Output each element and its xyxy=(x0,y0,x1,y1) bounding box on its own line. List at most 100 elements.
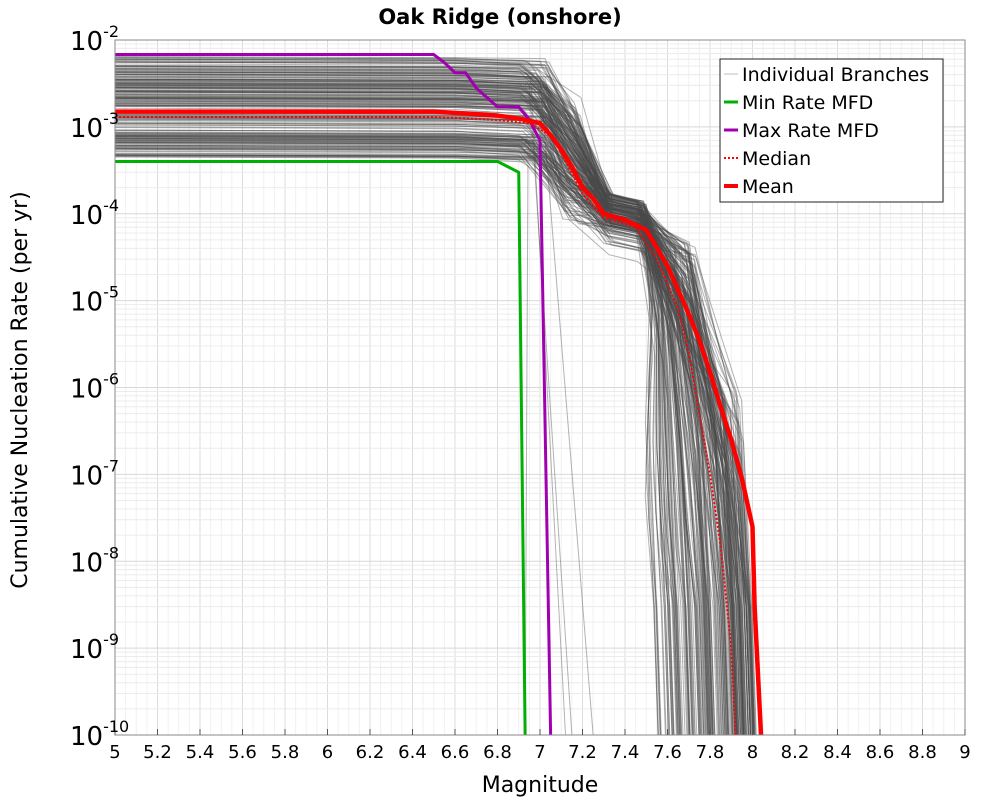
branch-line xyxy=(114,78,706,736)
legend: Individual Branches Min Rate MFD Max Rate … xyxy=(719,58,944,203)
branch-line xyxy=(114,91,738,736)
branch-line xyxy=(114,144,713,736)
branch-line xyxy=(114,138,730,736)
branch-line xyxy=(114,76,693,736)
branch-line xyxy=(114,122,686,736)
branch-line xyxy=(114,84,708,736)
y-tick-label: 10-9 xyxy=(70,630,119,665)
branch-line xyxy=(114,141,709,736)
branch-line xyxy=(114,78,739,736)
x-tick-label: 8.4 xyxy=(823,742,852,763)
branch-line xyxy=(114,97,696,736)
branch-line xyxy=(114,81,745,736)
branch-line xyxy=(114,61,695,736)
branch-line xyxy=(114,61,702,736)
branch-line xyxy=(114,86,714,736)
branch-line xyxy=(114,58,750,736)
branch-line xyxy=(114,92,747,736)
x-tick-label: 8.6 xyxy=(866,742,895,763)
branch-line xyxy=(114,91,745,736)
branch-line xyxy=(114,137,756,736)
y-tick-label: 10-8 xyxy=(70,543,119,578)
branch-line xyxy=(114,144,694,736)
branch-line xyxy=(114,141,725,736)
y-tick-label: 10-5 xyxy=(70,283,119,318)
branch-line xyxy=(114,90,730,736)
branch-line xyxy=(114,69,744,736)
branch-line xyxy=(114,85,671,736)
branch-line xyxy=(114,78,744,736)
branch-line xyxy=(114,82,751,736)
branch-line xyxy=(114,118,708,736)
branch-line xyxy=(114,90,757,736)
branch-line xyxy=(114,89,744,736)
branch-line xyxy=(114,142,747,736)
x-tick-label: 6.8 xyxy=(483,742,512,763)
branch-line xyxy=(114,139,733,736)
branch-line xyxy=(114,64,741,736)
branch-line xyxy=(114,57,673,736)
series-mean xyxy=(115,109,764,736)
branch-line xyxy=(114,154,726,736)
branch-line xyxy=(114,140,744,736)
branch-line xyxy=(114,97,670,736)
branch-line xyxy=(114,142,703,736)
branch-line xyxy=(114,58,750,736)
branch-line xyxy=(114,154,712,736)
x-tick-label: 5.4 xyxy=(186,742,215,763)
branch-line xyxy=(114,91,709,736)
branch-line xyxy=(114,147,677,736)
branch-line xyxy=(114,138,694,736)
branch-line xyxy=(114,84,752,736)
branch-line xyxy=(114,78,734,736)
branch-line xyxy=(114,84,752,736)
branch-line xyxy=(114,68,714,736)
x-tick-label: 8.8 xyxy=(908,742,937,763)
branch-line xyxy=(114,135,755,736)
branch-line xyxy=(114,96,659,736)
branch-line xyxy=(114,136,661,736)
branch-line xyxy=(114,87,726,736)
x-tick-label: 8.2 xyxy=(781,742,810,763)
branch-line xyxy=(114,127,689,736)
branch-line xyxy=(114,70,718,736)
branch-line xyxy=(114,102,742,736)
branch-line xyxy=(114,80,738,736)
legend-box xyxy=(719,58,944,203)
branch-line xyxy=(114,80,679,736)
branch-line xyxy=(114,65,739,736)
x-tick-label: 6.2 xyxy=(356,742,385,763)
branch-line xyxy=(114,79,594,736)
branch-line xyxy=(114,100,705,736)
branch-line xyxy=(114,87,755,736)
branch-line xyxy=(114,147,669,736)
branch-line xyxy=(114,96,749,736)
branch-line xyxy=(114,73,671,736)
x-tick-label: 9 xyxy=(959,742,970,763)
branch-line xyxy=(114,60,737,736)
branch-line xyxy=(114,85,746,736)
branch-line xyxy=(114,135,662,736)
branch-line xyxy=(114,63,690,736)
branch-line xyxy=(114,154,741,736)
y-tick-label: 10-4 xyxy=(70,196,119,231)
legend-label: Min Rate MFD xyxy=(742,92,873,114)
legend-label: Individual Branches xyxy=(742,64,929,86)
branch-line xyxy=(114,97,749,736)
legend-items: Individual Branches Min Rate MFD Max Rate … xyxy=(724,64,929,198)
branch-line xyxy=(114,75,662,736)
branch-line xyxy=(114,86,684,736)
branch-line xyxy=(114,97,721,736)
branch-line xyxy=(114,145,745,736)
branch-line xyxy=(114,80,740,736)
x-axis-ticks: 5 5.2 5.4 5.6 5.8 6 6.2 6.4 6.6 6.8 7 7.2 7.4 7.6 7.8 8… xyxy=(109,729,971,763)
branch-line xyxy=(114,69,728,736)
branch-line xyxy=(114,148,659,736)
branch-line xyxy=(114,86,715,736)
branch-line xyxy=(114,66,738,736)
x-tick-label: 7.6 xyxy=(653,742,682,763)
branch-line xyxy=(114,71,701,736)
branch-line xyxy=(114,83,730,736)
branch-line xyxy=(114,91,681,736)
branch-line xyxy=(114,65,680,736)
